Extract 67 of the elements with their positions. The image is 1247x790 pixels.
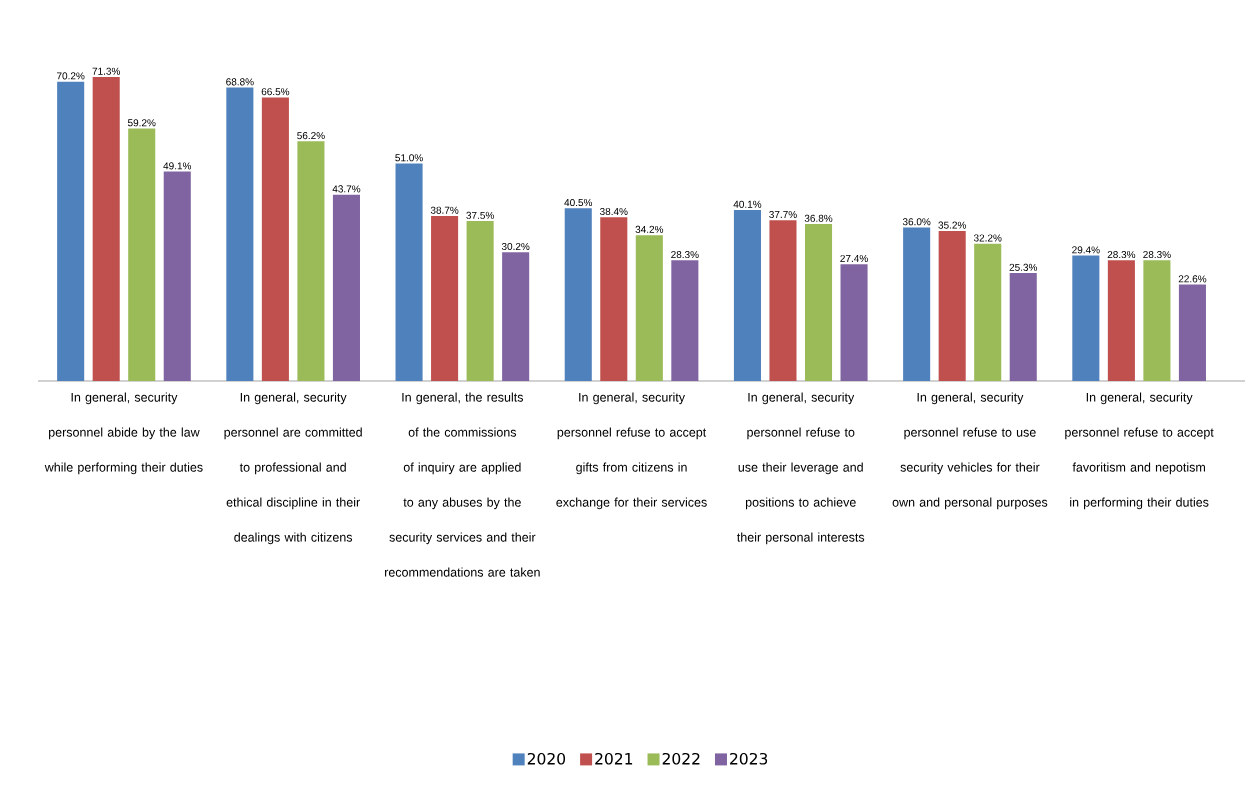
- bar: [163, 171, 191, 381]
- data-label: 37.5%: [466, 211, 494, 219]
- data-label: 71.3%: [92, 67, 121, 75]
- data-label: 27.4%: [840, 254, 868, 262]
- bar: [938, 230, 966, 381]
- data-label: 66.5%: [261, 88, 290, 96]
- data-label: 30.2%: [501, 242, 530, 250]
- bar: [733, 209, 761, 381]
- bar: [804, 224, 833, 381]
- data-label: 59.2%: [127, 119, 156, 127]
- bar: [332, 194, 360, 381]
- bar: [564, 208, 592, 381]
- data-label: 25.3%: [1009, 263, 1038, 271]
- data-label: 70.2%: [57, 72, 85, 80]
- data-label: 51.0%: [395, 154, 423, 162]
- bar: [1143, 260, 1171, 381]
- category-label: In general, security personnel abide by the law while performing their duties: [44, 392, 203, 475]
- bar: [226, 87, 254, 381]
- category-label: In general, security personnel are committed to professional and ethical discipline in their dealings with citizens: [224, 392, 362, 545]
- data-label: 40.1%: [733, 200, 762, 208]
- category-label: In general, security personnel refuse to accept gifts from citizens in exchange for their services: [556, 392, 707, 510]
- bar: [128, 128, 156, 381]
- category-label: In general, security personnel refuse to use their leverage and positions to achieve their personal interests: [737, 392, 865, 545]
- data-label: 34.2%: [635, 225, 664, 233]
- category-label: In general, the results of the commissions of inquiry are applied to any abuses by the security services and their recommendations are taken: [385, 392, 540, 577]
- legend-label: 2021: [595, 752, 633, 765]
- data-label: 32.2%: [973, 234, 1002, 242]
- bar: [671, 260, 699, 381]
- data-label: 28.3%: [1143, 251, 1171, 259]
- bar: [431, 215, 459, 381]
- data-label: 29.4%: [1072, 246, 1100, 254]
- legend-label: 2020: [527, 752, 566, 765]
- bar: [1009, 273, 1037, 381]
- data-label: 38.7%: [430, 206, 459, 214]
- legend-label: 2023: [730, 752, 768, 765]
- data-label: 28.3%: [671, 251, 699, 259]
- legend-label: 2022: [662, 752, 700, 765]
- data-label: 40.5%: [564, 199, 593, 207]
- bar: [1072, 255, 1100, 381]
- bar: [466, 221, 494, 381]
- data-label: 36.8%: [804, 214, 833, 222]
- bar: [903, 227, 931, 381]
- bar: [1107, 260, 1135, 381]
- bar: [261, 97, 289, 381]
- data-label: 35.2%: [938, 221, 966, 229]
- data-label: 43.7%: [332, 185, 361, 193]
- bar: [635, 235, 663, 381]
- bar: [57, 81, 85, 381]
- bar: [502, 252, 530, 381]
- bar: [840, 264, 868, 381]
- category-label: In general, security personnel refuse to accept favoritism and nepotism in performing their duties: [1065, 392, 1214, 510]
- data-label: 22.6%: [1178, 275, 1207, 283]
- bar: [395, 163, 423, 381]
- data-label: 28.3%: [1107, 251, 1136, 259]
- data-label: 56.2%: [297, 132, 325, 140]
- category-label: In general, security personnel refuse to use security vehicles for their own and personal purposes: [892, 392, 1048, 510]
- bar: [974, 243, 1002, 381]
- bar: [1178, 284, 1206, 381]
- data-label: 37.7%: [769, 210, 797, 219]
- data-label: 49.1%: [163, 162, 192, 170]
- bar: [600, 217, 628, 381]
- bar: [297, 141, 325, 381]
- bar: [92, 76, 120, 381]
- data-label: 36.0%: [902, 218, 931, 226]
- data-label: 68.8%: [226, 78, 254, 86]
- bar: [769, 220, 797, 381]
- data-label: 38.4%: [599, 207, 628, 216]
